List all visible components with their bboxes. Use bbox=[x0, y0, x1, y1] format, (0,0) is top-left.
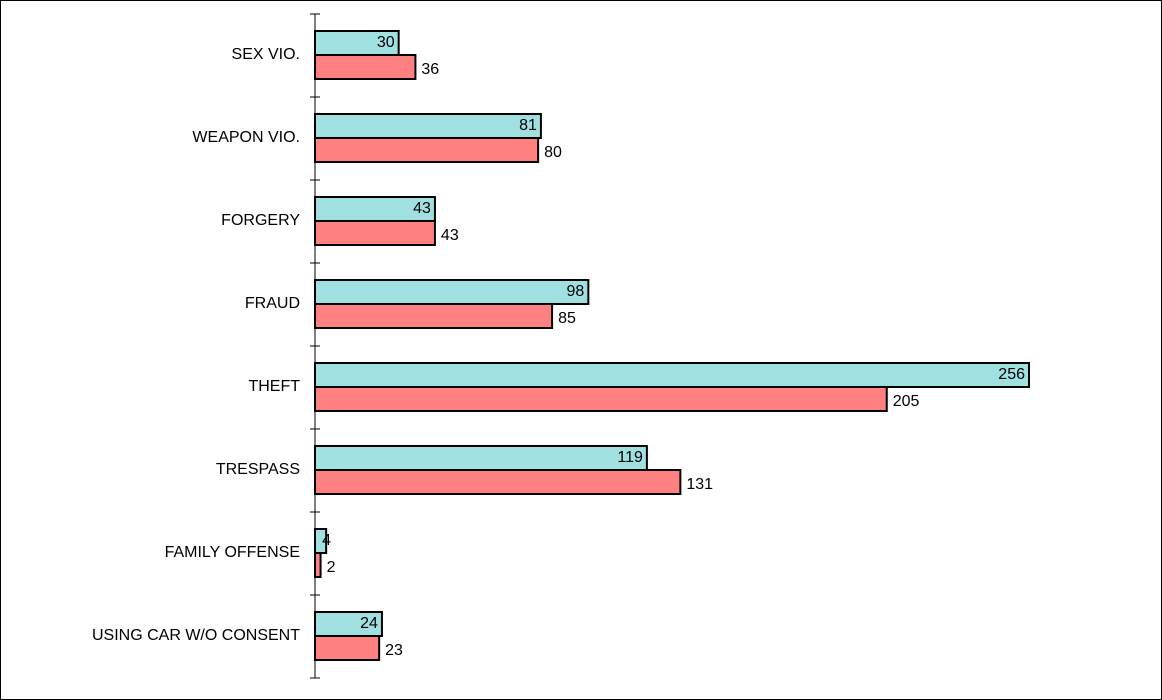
category-label: WEAPON VIO. bbox=[192, 129, 300, 146]
value-label: 205 bbox=[893, 393, 920, 410]
bar bbox=[314, 279, 590, 305]
value-label: 23 bbox=[385, 642, 403, 659]
bar bbox=[314, 552, 322, 578]
category-label: THEFT bbox=[248, 378, 300, 395]
value-label: 80 bbox=[544, 144, 562, 161]
bar bbox=[314, 54, 417, 80]
value-label: 85 bbox=[558, 310, 576, 327]
category-label: FORGERY bbox=[221, 212, 300, 229]
category-label: SEX VIO. bbox=[232, 46, 300, 63]
category-label: USING CAR W/O CONSENT bbox=[92, 627, 300, 644]
value-label: 43 bbox=[441, 227, 459, 244]
value-label: 81 bbox=[519, 117, 537, 134]
bar bbox=[314, 386, 888, 412]
bar bbox=[314, 362, 1030, 388]
category-label: FAMILY OFFENSE bbox=[165, 544, 300, 561]
bar bbox=[314, 469, 682, 495]
value-label: 30 bbox=[377, 34, 395, 51]
value-label: 43 bbox=[413, 200, 431, 217]
bar bbox=[314, 137, 540, 163]
bar bbox=[314, 30, 400, 56]
category-label: FRAUD bbox=[245, 295, 300, 312]
value-label: 119 bbox=[617, 449, 643, 466]
value-label: 4 bbox=[322, 532, 331, 549]
bar bbox=[314, 220, 436, 246]
value-label: 2 bbox=[327, 559, 336, 576]
bar bbox=[314, 303, 554, 329]
value-label: 131 bbox=[686, 476, 713, 493]
value-label: 98 bbox=[567, 283, 585, 300]
bar bbox=[314, 445, 648, 471]
bar bbox=[314, 635, 381, 661]
value-label: 36 bbox=[421, 61, 439, 78]
value-label: 24 bbox=[360, 615, 378, 632]
category-label: TRESPASS bbox=[216, 461, 300, 478]
bar bbox=[314, 113, 542, 139]
bar bbox=[314, 196, 436, 222]
value-label: 256 bbox=[998, 366, 1025, 383]
